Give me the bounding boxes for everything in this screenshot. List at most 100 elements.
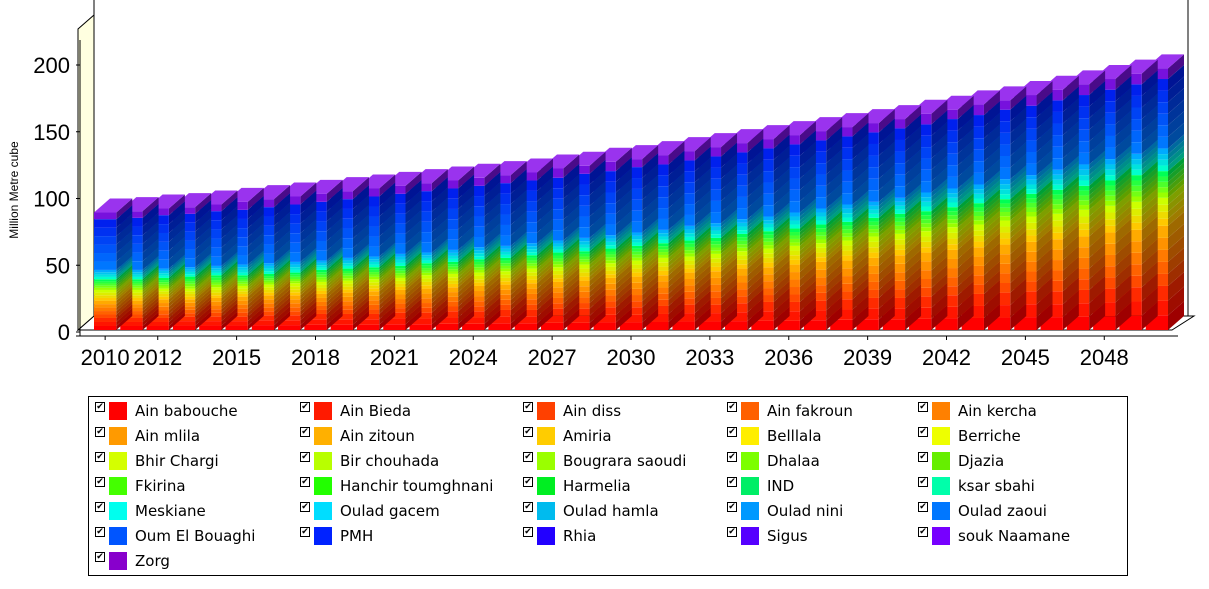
legend-item[interactable]: ✔ Oulad gacem <box>300 500 440 522</box>
legend-checkbox[interactable]: ✔ <box>523 527 533 537</box>
bar-segment-side <box>1062 97 1079 124</box>
legend-item[interactable]: ✔ Ain diss <box>523 400 621 422</box>
legend-item[interactable]: ✔ Amiria <box>523 425 612 447</box>
legend-item[interactable]: ✔ souk Naamane <box>918 525 1070 547</box>
legend-item[interactable]: ✔ Djazia <box>918 450 1004 472</box>
legend-item[interactable]: ✔ Bhir Chargi <box>95 450 219 472</box>
legend-item[interactable]: ✔ Ain kercha <box>918 400 1037 422</box>
legend-item[interactable]: ✔ Zorg <box>95 550 170 572</box>
bar-segment-side <box>773 306 790 330</box>
bar-segment-side <box>168 307 185 326</box>
legend-checkbox[interactable]: ✔ <box>300 477 310 487</box>
legend-checkbox[interactable]: ✔ <box>95 427 105 437</box>
legend-item[interactable]: ✔ Fkirina <box>95 475 186 497</box>
legend-checkbox[interactable]: ✔ <box>727 452 737 462</box>
bar-segment-side <box>1062 266 1079 292</box>
legend-checkbox[interactable]: ✔ <box>918 527 928 537</box>
legend-checkbox[interactable]: ✔ <box>918 477 928 487</box>
legend-checkbox[interactable]: ✔ <box>300 427 310 437</box>
bar-segment-side <box>431 298 448 319</box>
bar-segment-side <box>799 306 816 330</box>
bar-segment <box>94 314 117 318</box>
legend-swatch <box>314 427 332 445</box>
legend-checkbox[interactable]: ✔ <box>727 402 737 412</box>
legend-checkbox[interactable]: ✔ <box>918 427 928 437</box>
legend-item[interactable]: ✔ Dhalaa <box>727 450 820 472</box>
bar-segment-side <box>826 271 843 293</box>
legend-item[interactable]: ✔ Hanchir toumghnani <box>300 475 493 497</box>
legend-item[interactable]: ✔ Belllala <box>727 425 822 447</box>
legend-checkbox[interactable]: ✔ <box>95 527 105 537</box>
bar-segment-side <box>826 218 843 236</box>
bar-segment-side <box>852 254 869 277</box>
legend-item[interactable]: ✔ Oulad nini <box>727 500 843 522</box>
legend-checkbox[interactable]: ✔ <box>300 402 310 412</box>
legend-item[interactable]: ✔ Oum El Bouaghi <box>95 525 255 547</box>
legend-checkbox[interactable]: ✔ <box>523 452 533 462</box>
legend-checkbox[interactable]: ✔ <box>727 502 737 512</box>
legend-item[interactable]: ✔ Sigus <box>727 525 808 547</box>
legend-item[interactable]: ✔ Berriche <box>918 425 1021 447</box>
bar-segment-side <box>721 186 738 213</box>
bar-segment-side <box>510 260 527 278</box>
bar-segment-side <box>931 205 948 224</box>
bar-segment-side <box>799 221 816 239</box>
bar-segment-side <box>773 243 790 263</box>
legend-checkbox[interactable]: ✔ <box>523 502 533 512</box>
legend-item[interactable]: ✔ Bir chouhada <box>300 450 439 472</box>
bar-segment-side <box>116 300 133 318</box>
legend-checkbox[interactable]: ✔ <box>95 502 105 512</box>
legend-checkbox[interactable]: ✔ <box>300 527 310 537</box>
legend-item[interactable]: ✔ IND <box>727 475 794 497</box>
legend-item[interactable]: ✔ PMH <box>300 525 373 547</box>
legend-item[interactable]: ✔ Ain mlila <box>95 425 200 447</box>
legend-checkbox[interactable]: ✔ <box>300 502 310 512</box>
legend-item[interactable]: ✔ Oulad zaoui <box>918 500 1047 522</box>
bar-segment-side <box>668 229 685 247</box>
bar-segment-side <box>274 211 291 236</box>
bar-segment-side <box>221 307 238 326</box>
bar-segment-side <box>274 193 291 217</box>
legend-item[interactable]: ✔ Oulad hamla <box>523 500 659 522</box>
legend-swatch <box>314 402 332 420</box>
bar-segment-side <box>589 250 606 269</box>
legend-item[interactable]: ✔ Ain fakroun <box>727 400 853 422</box>
bar-segment-side <box>431 177 448 202</box>
bar-segment-side <box>747 226 764 245</box>
bar-segment-side <box>1168 54 1184 80</box>
bar-segment-side <box>694 168 711 194</box>
legend-checkbox[interactable]: ✔ <box>918 452 928 462</box>
bar-segment-side <box>773 274 790 296</box>
legend-swatch <box>314 527 332 545</box>
legend-checkbox[interactable]: ✔ <box>727 427 737 437</box>
bar-segment-side <box>852 190 869 209</box>
legend-checkbox[interactable]: ✔ <box>727 527 737 537</box>
legend-label: Bougrara saoudi <box>563 452 687 470</box>
bar-segment <box>199 325 222 330</box>
legend-checkbox[interactable]: ✔ <box>95 477 105 487</box>
legend-checkbox[interactable]: ✔ <box>95 452 105 462</box>
legend-item[interactable]: ✔ Ain babouche <box>95 400 238 422</box>
legend-item[interactable]: ✔ Bougrara saoudi <box>523 450 686 472</box>
legend-checkbox[interactable]: ✔ <box>727 477 737 487</box>
bar-segment-side <box>1141 187 1158 209</box>
legend-checkbox[interactable]: ✔ <box>918 502 928 512</box>
legend-checkbox[interactable]: ✔ <box>523 477 533 487</box>
legend-item[interactable]: ✔ Meskiane <box>95 500 206 522</box>
legend-item[interactable]: ✔ Ain Bieda <box>300 400 411 422</box>
legend-checkbox[interactable]: ✔ <box>95 402 105 412</box>
legend-item[interactable]: ✔ Rhia <box>523 525 596 547</box>
legend-item[interactable]: ✔ ksar sbahi <box>918 475 1035 497</box>
legend-checkbox[interactable]: ✔ <box>918 402 928 412</box>
bar-segment-side <box>1089 166 1106 186</box>
legend-checkbox[interactable]: ✔ <box>523 402 533 412</box>
bar-segment <box>225 325 248 330</box>
legend-checkbox[interactable]: ✔ <box>95 552 105 562</box>
bar-segment <box>409 318 432 325</box>
legend-item[interactable]: ✔ Ain zitoun <box>300 425 415 447</box>
legend-item[interactable]: ✔ Harmelia <box>523 475 631 497</box>
bar-segment-side <box>668 252 685 271</box>
legend-checkbox[interactable]: ✔ <box>300 452 310 462</box>
bar-segment-side <box>1089 209 1106 230</box>
legend-checkbox[interactable]: ✔ <box>523 427 533 437</box>
